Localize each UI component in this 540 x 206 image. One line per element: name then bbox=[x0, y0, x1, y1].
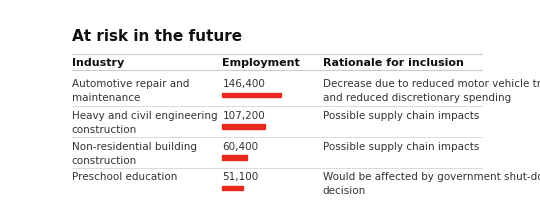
Text: 60,400: 60,400 bbox=[222, 142, 259, 152]
Bar bbox=[222, 124, 265, 129]
Text: Would be affected by government shut-down
decision: Would be affected by government shut-dow… bbox=[323, 172, 540, 196]
Text: 107,200: 107,200 bbox=[222, 111, 265, 121]
Text: At risk in the future: At risk in the future bbox=[72, 29, 242, 44]
Text: Non-residential building
construction: Non-residential building construction bbox=[72, 142, 197, 166]
Bar bbox=[222, 155, 247, 160]
Text: Automotive repair and
maintenance: Automotive repair and maintenance bbox=[72, 80, 189, 103]
Text: 51,100: 51,100 bbox=[222, 172, 259, 182]
Text: Possible supply chain impacts: Possible supply chain impacts bbox=[323, 142, 479, 152]
Text: 146,400: 146,400 bbox=[222, 80, 265, 89]
Text: Possible supply chain impacts: Possible supply chain impacts bbox=[323, 111, 479, 121]
Text: Decrease due to reduced motor vehicle travel
and reduced discretionary spending: Decrease due to reduced motor vehicle tr… bbox=[323, 80, 540, 103]
Text: Heavy and civil engineering
construction: Heavy and civil engineering construction bbox=[72, 111, 217, 135]
Bar bbox=[222, 93, 281, 97]
Text: Rationale for inclusion: Rationale for inclusion bbox=[323, 58, 464, 68]
Text: Industry: Industry bbox=[72, 58, 124, 68]
Text: Employment: Employment bbox=[222, 58, 300, 68]
Bar bbox=[222, 186, 243, 190]
Text: Preschool education: Preschool education bbox=[72, 172, 177, 182]
